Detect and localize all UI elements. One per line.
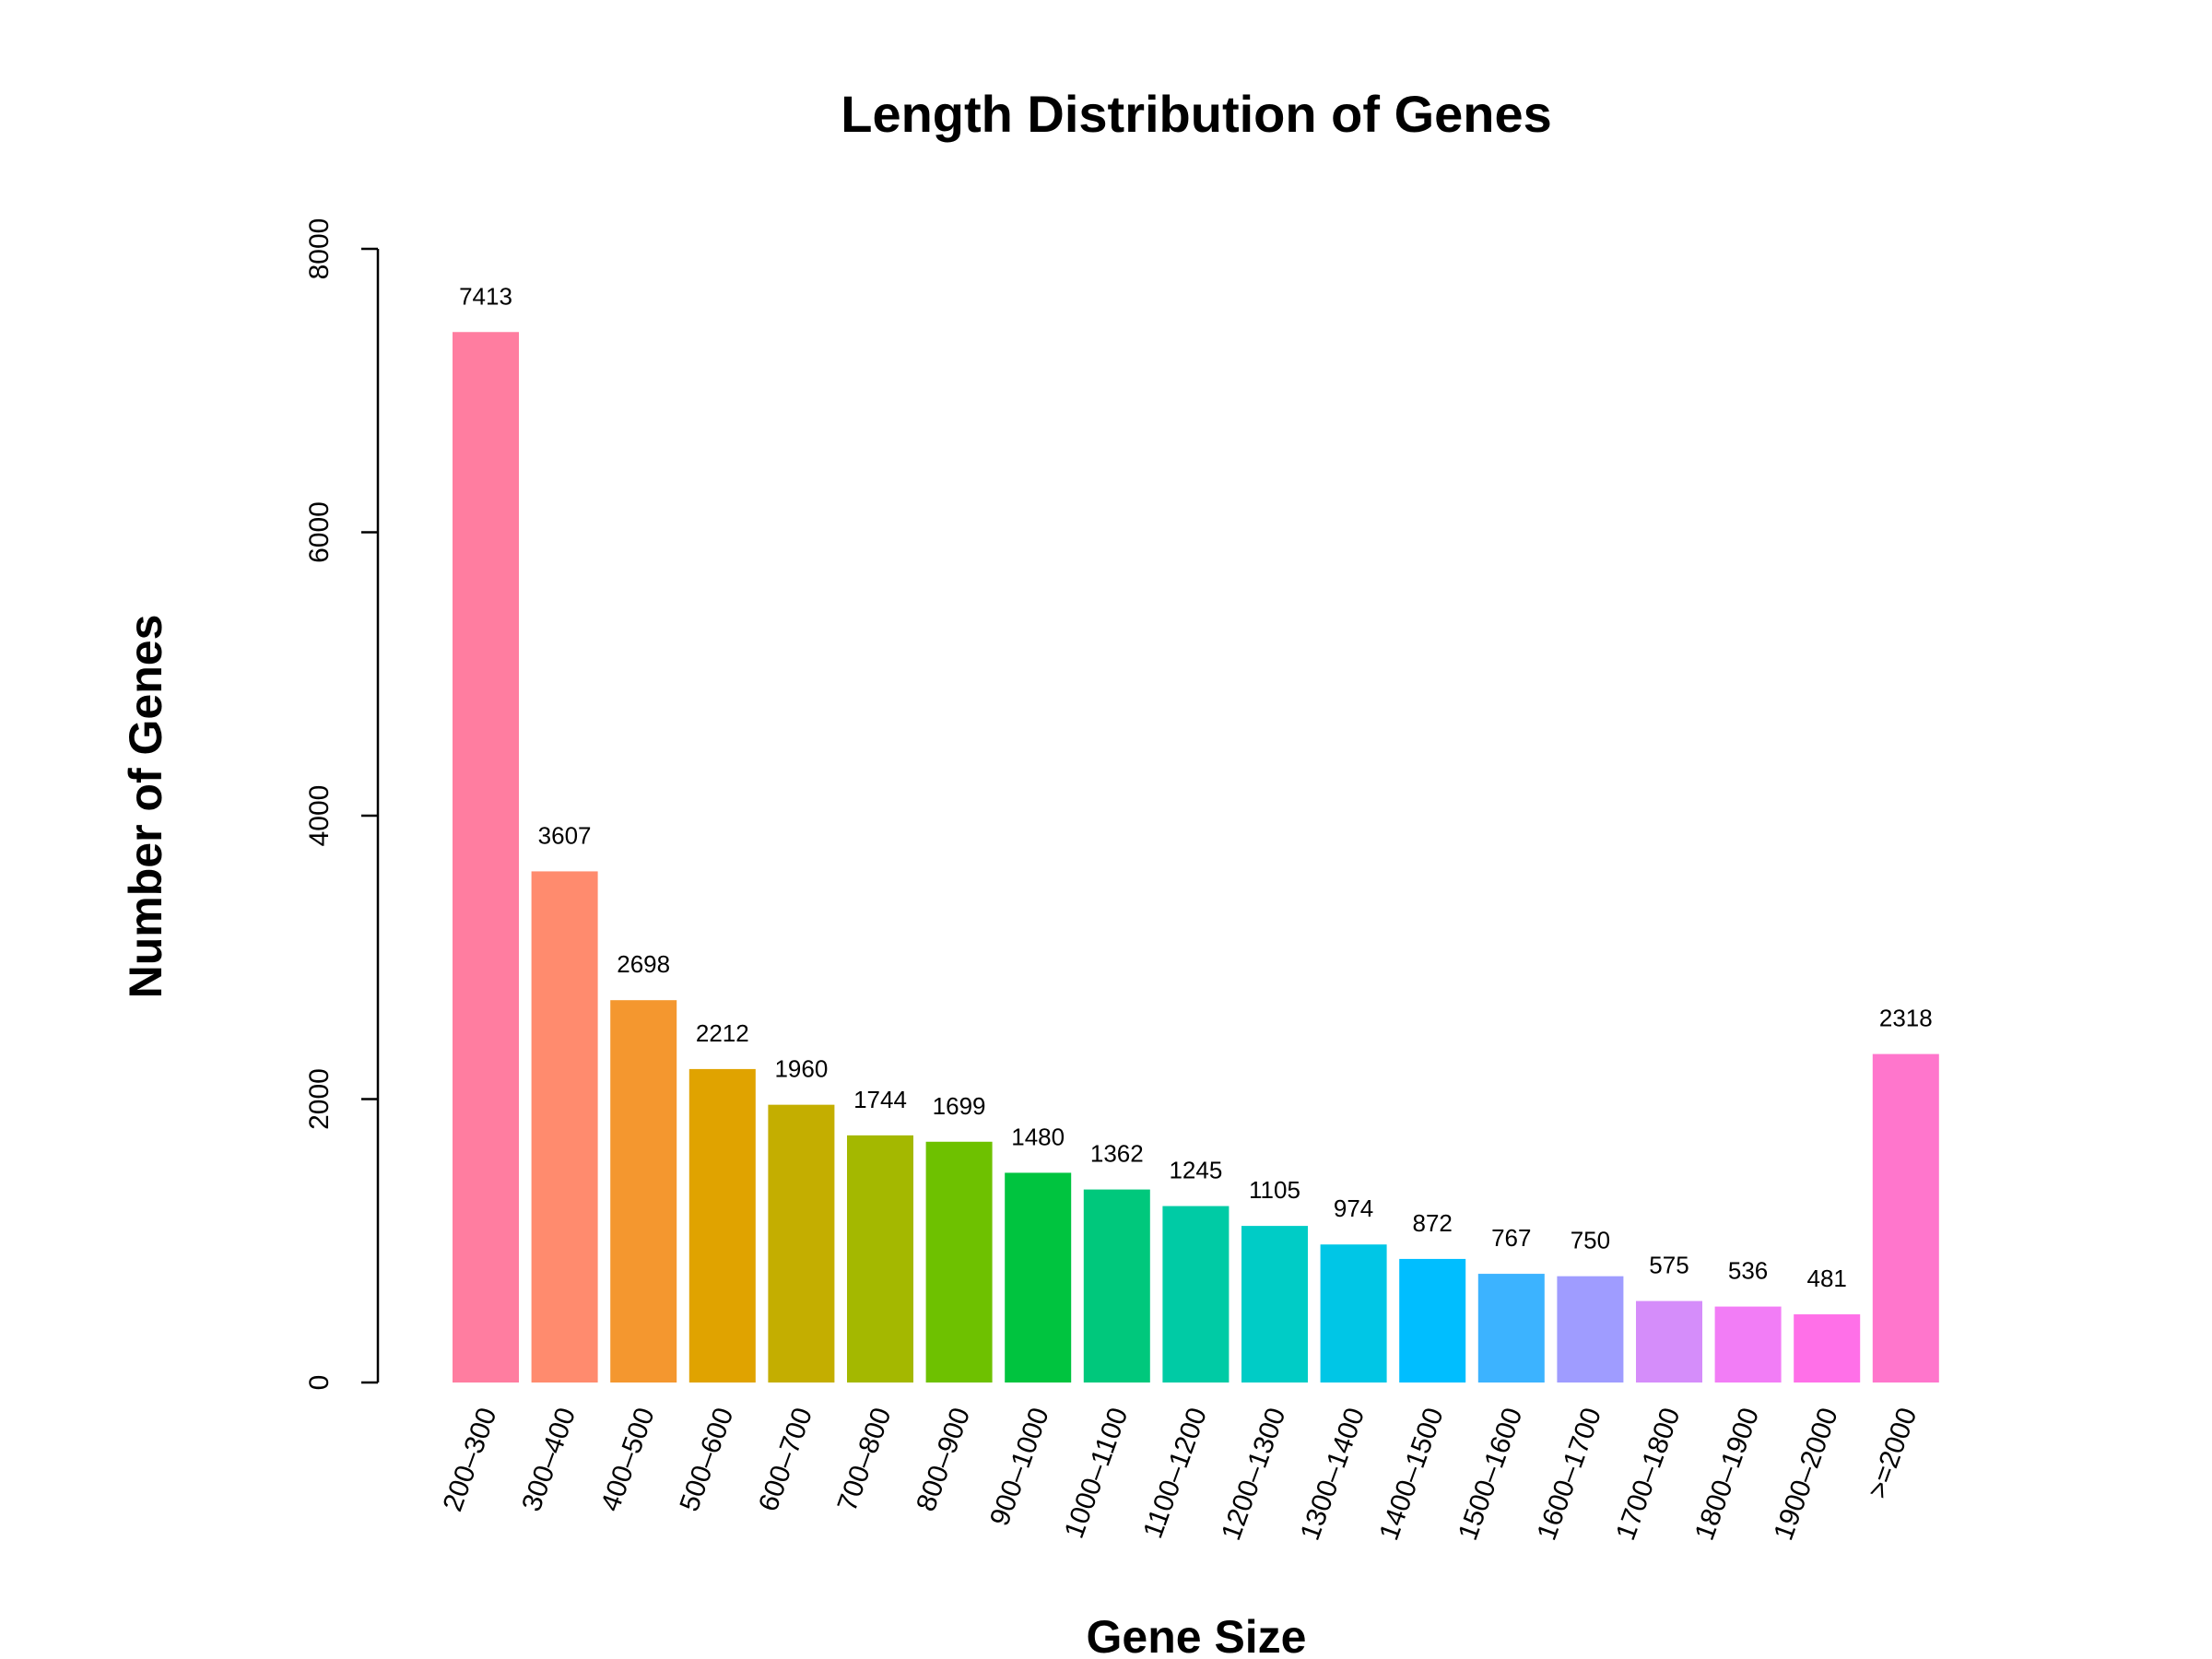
x-tick-label: 400–500	[595, 1404, 661, 1515]
bar-value-label: 575	[1649, 1252, 1688, 1279]
x-tick-label: 1600–1700	[1532, 1404, 1607, 1544]
y-tick-label: 4000	[304, 785, 335, 847]
x-tick-labels-group: 200–300 300–400 400–500 500–600 600–700 700–8…	[438, 1404, 1924, 1544]
x-tick-label: 1300–1400	[1295, 1404, 1371, 1544]
bar	[1083, 1189, 1150, 1382]
bar	[610, 1000, 677, 1382]
bar-value-label: 1480	[1011, 1123, 1065, 1150]
x-tick-label: 700–800	[832, 1404, 898, 1515]
bar-value-label: 767	[1491, 1224, 1531, 1252]
bar-value-label: 536	[1728, 1257, 1768, 1285]
bar-value-label: 481	[1807, 1265, 1847, 1292]
bar-value-label: 2698	[617, 950, 670, 978]
bar-value-label: 1960	[774, 1055, 828, 1083]
bar	[925, 1141, 993, 1382]
data-labels-group: 7413 3607 2698 2212 1960 1744 1699 1480 1362 1245…	[459, 282, 1933, 1292]
bar-value-label: 1362	[1090, 1140, 1144, 1168]
bar-value-label: 1105	[1249, 1176, 1300, 1204]
bar-value-label: 750	[1571, 1227, 1610, 1254]
bar-value-label: 1699	[933, 1092, 986, 1120]
x-tick-label: 200–300	[438, 1404, 503, 1515]
x-tick-label: 1100–1200	[1137, 1404, 1213, 1542]
bar	[453, 332, 519, 1383]
bar	[768, 1104, 835, 1382]
bars-group	[453, 332, 1939, 1383]
bar-value-label: 1744	[853, 1086, 907, 1113]
x-tick-label: 900–1000	[984, 1404, 1055, 1530]
bar	[1320, 1244, 1387, 1382]
y-axis: 0 2000 4000 6000 8000	[304, 218, 380, 1391]
bar	[1399, 1258, 1466, 1382]
x-tick-label: 800–900	[911, 1404, 976, 1515]
y-tick-label: 0	[304, 1375, 335, 1391]
bar	[688, 1068, 756, 1382]
bar-value-label: 2318	[1879, 1005, 1933, 1032]
chart-title: Length Distribution of Genes	[841, 85, 1552, 143]
bar	[1872, 1053, 1939, 1382]
y-axis-title: Number of Genes	[120, 615, 171, 999]
bar-value-label: 872	[1413, 1209, 1453, 1237]
x-tick-label: 1400–1500	[1373, 1404, 1449, 1544]
x-tick-label: >=2000	[1863, 1404, 1924, 1502]
x-tick-label: 500–600	[674, 1404, 739, 1515]
x-tick-label: 1900–2000	[1768, 1404, 1843, 1544]
bar	[1477, 1274, 1545, 1382]
x-tick-label: 1700–1800	[1610, 1404, 1686, 1544]
bar	[1636, 1300, 1702, 1382]
bar	[1162, 1206, 1230, 1382]
bar	[531, 871, 598, 1382]
x-tick-label: 600–700	[753, 1404, 818, 1515]
bar-value-label: 3607	[538, 821, 592, 849]
bar	[847, 1135, 913, 1382]
x-tick-label: 1200–1300	[1216, 1404, 1291, 1544]
x-tick-label: 1000–1100	[1059, 1404, 1135, 1542]
x-axis-title: Gene Size	[1087, 1611, 1307, 1659]
bar	[1241, 1226, 1308, 1382]
y-tick-label: 2000	[304, 1068, 335, 1130]
bar-value-label: 2212	[696, 1019, 749, 1047]
bar	[1714, 1306, 1782, 1382]
bar-value-label: 974	[1334, 1194, 1373, 1222]
y-tick-label: 6000	[304, 501, 335, 563]
bar	[1794, 1314, 1861, 1382]
x-tick-label: 1800–1900	[1689, 1404, 1765, 1544]
x-tick-label: 300–400	[516, 1404, 582, 1515]
bar-value-label: 1245	[1169, 1157, 1222, 1184]
bar-value-label: 7413	[459, 282, 512, 310]
x-tick-label: 1500–1600	[1453, 1404, 1528, 1544]
bar	[1005, 1172, 1072, 1382]
y-tick-label: 8000	[304, 218, 335, 280]
bar	[1557, 1276, 1624, 1382]
